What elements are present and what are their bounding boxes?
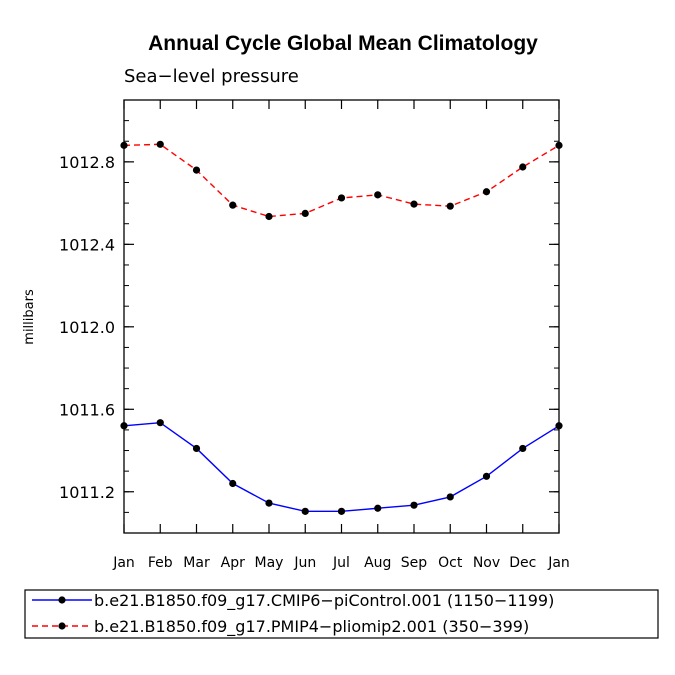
data-point xyxy=(265,212,273,221)
data-point xyxy=(120,141,128,149)
data-point xyxy=(156,140,164,148)
data-point xyxy=(156,419,164,427)
data-point xyxy=(555,422,563,430)
data-point xyxy=(482,472,491,480)
x-tick-labels: Jan Feb Mar Apr May Jun Jul Aug Sep Oct Nov Dec Jan xyxy=(112,555,570,571)
y-tick-label: 1011.6 xyxy=(59,400,115,419)
data-point xyxy=(192,166,201,174)
x-tick-label: Sep xyxy=(401,555,428,571)
legend-box xyxy=(24,589,659,639)
x-tick-label: Oct xyxy=(438,555,463,571)
data-point xyxy=(410,200,418,208)
x-tick-label: Jun xyxy=(293,555,316,571)
data-point xyxy=(301,507,309,515)
axis-ticks xyxy=(123,99,560,534)
legend-marker xyxy=(58,596,66,604)
chart-title: Annual Cycle Global Mean Climatology xyxy=(148,32,538,55)
x-tick-label: May xyxy=(255,555,284,571)
x-tick-label: Dec xyxy=(509,555,536,571)
data-point xyxy=(519,444,527,453)
data-point xyxy=(192,444,201,453)
x-tick-label: Aug xyxy=(364,555,391,571)
x-tick-label: Jan xyxy=(112,555,135,571)
data-point xyxy=(120,422,128,430)
y-tick-label: 1012.8 xyxy=(59,153,115,172)
series-group xyxy=(120,140,563,515)
legend-marker xyxy=(58,622,66,630)
x-tick-label: Nov xyxy=(473,555,500,571)
data-point xyxy=(555,141,563,149)
data-point xyxy=(229,479,237,488)
x-tick-label: Jan xyxy=(547,555,570,571)
data-point xyxy=(446,493,454,501)
chart-subtitle: Sea−level pressure xyxy=(124,66,299,87)
data-point xyxy=(374,191,382,199)
data-point xyxy=(337,194,346,202)
series-line-1 xyxy=(123,421,560,513)
series-line-2 xyxy=(123,143,560,218)
x-tick-label: Mar xyxy=(183,555,210,571)
data-point xyxy=(337,507,346,515)
data-point xyxy=(519,163,527,171)
x-tick-label: Apr xyxy=(221,555,245,571)
data-point xyxy=(301,209,309,218)
y-tick-label: 1012.4 xyxy=(59,235,115,254)
y-tick-label: 1012.0 xyxy=(59,318,115,337)
x-tick-label: Feb xyxy=(148,555,173,571)
y-tick-labels: 1011.2 1011.6 1012.0 1012.4 1012.8 xyxy=(59,153,115,502)
y-tick-label: 1011.2 xyxy=(59,483,115,502)
data-point xyxy=(374,504,382,512)
data-point xyxy=(229,201,237,209)
legend: b.e21.B1850.f09_g17.CMIP6−piControl.001 … xyxy=(32,591,554,637)
legend-label-2: b.e21.B1850.f09_g17.PMIP4−pliomip2.001 (… xyxy=(94,617,529,637)
y-axis-label: millibars xyxy=(22,289,37,345)
data-point xyxy=(265,499,273,507)
x-tick-label: Jul xyxy=(332,555,350,571)
data-point xyxy=(482,188,491,196)
legend-label-1: b.e21.B1850.f09_g17.CMIP6−piControl.001 … xyxy=(94,591,554,611)
data-point xyxy=(410,501,418,509)
data-point xyxy=(446,202,454,210)
